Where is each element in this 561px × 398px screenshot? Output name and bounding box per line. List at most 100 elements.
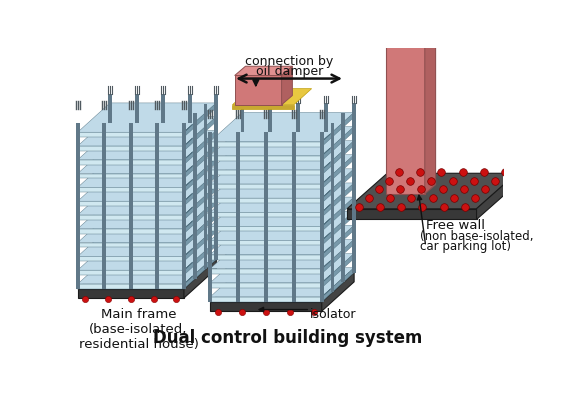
Polygon shape — [184, 117, 217, 151]
Polygon shape — [210, 297, 322, 302]
Polygon shape — [77, 103, 217, 132]
Polygon shape — [241, 103, 245, 133]
Polygon shape — [77, 160, 184, 165]
Polygon shape — [210, 283, 322, 288]
Polygon shape — [210, 269, 322, 274]
Polygon shape — [182, 123, 186, 289]
Text: Free wall: Free wall — [426, 219, 485, 232]
Polygon shape — [232, 105, 294, 109]
Polygon shape — [210, 302, 322, 311]
Polygon shape — [282, 66, 292, 105]
Polygon shape — [77, 289, 184, 298]
Polygon shape — [184, 255, 217, 289]
Polygon shape — [232, 89, 312, 105]
Polygon shape — [322, 169, 354, 203]
Polygon shape — [322, 225, 354, 259]
Polygon shape — [77, 241, 217, 270]
Polygon shape — [264, 133, 268, 302]
Polygon shape — [77, 146, 184, 151]
Polygon shape — [210, 140, 354, 170]
Polygon shape — [322, 211, 354, 246]
Polygon shape — [234, 66, 292, 76]
Polygon shape — [269, 103, 272, 133]
Polygon shape — [214, 94, 218, 259]
Polygon shape — [330, 123, 334, 292]
Polygon shape — [386, 0, 435, 5]
Polygon shape — [77, 132, 184, 137]
Polygon shape — [184, 227, 217, 261]
Polygon shape — [210, 273, 354, 302]
Text: connection by: connection by — [245, 55, 334, 68]
Polygon shape — [210, 240, 354, 269]
Polygon shape — [210, 156, 322, 161]
Polygon shape — [77, 284, 184, 289]
Polygon shape — [210, 170, 322, 175]
Polygon shape — [210, 212, 322, 217]
Polygon shape — [77, 144, 217, 174]
Polygon shape — [234, 76, 282, 105]
Polygon shape — [342, 113, 345, 282]
Polygon shape — [77, 259, 217, 289]
Polygon shape — [296, 103, 300, 133]
Polygon shape — [77, 256, 184, 261]
Polygon shape — [352, 103, 356, 133]
Polygon shape — [77, 270, 184, 275]
Text: Main frame
(base-isolated,
residential house): Main frame (base-isolated, residential h… — [79, 308, 199, 351]
Polygon shape — [77, 186, 217, 215]
Polygon shape — [347, 209, 476, 219]
Polygon shape — [322, 112, 354, 146]
Polygon shape — [210, 226, 322, 231]
Polygon shape — [210, 169, 354, 198]
Polygon shape — [184, 213, 217, 248]
Polygon shape — [210, 155, 354, 184]
Polygon shape — [184, 241, 217, 275]
Polygon shape — [210, 225, 354, 255]
Polygon shape — [77, 255, 217, 284]
Polygon shape — [352, 103, 356, 273]
Polygon shape — [210, 112, 354, 142]
Polygon shape — [322, 273, 354, 311]
Polygon shape — [77, 199, 217, 229]
Polygon shape — [77, 201, 184, 206]
Polygon shape — [76, 123, 80, 289]
Polygon shape — [322, 268, 354, 302]
Polygon shape — [210, 198, 322, 203]
Polygon shape — [322, 254, 354, 288]
Polygon shape — [347, 173, 517, 209]
Polygon shape — [210, 183, 354, 212]
Polygon shape — [210, 142, 322, 146]
Polygon shape — [193, 113, 197, 279]
Text: (non base-isolated,: (non base-isolated, — [420, 230, 533, 243]
Polygon shape — [210, 127, 354, 156]
Polygon shape — [322, 197, 354, 231]
Polygon shape — [77, 187, 184, 192]
Polygon shape — [386, 5, 425, 194]
Polygon shape — [476, 173, 517, 219]
Polygon shape — [214, 94, 218, 259]
Polygon shape — [188, 94, 192, 123]
Polygon shape — [204, 104, 208, 269]
Polygon shape — [184, 158, 217, 192]
Polygon shape — [102, 123, 106, 289]
Polygon shape — [184, 186, 217, 220]
Polygon shape — [77, 227, 217, 256]
Polygon shape — [77, 117, 217, 146]
Polygon shape — [77, 213, 217, 242]
Polygon shape — [210, 255, 322, 259]
Polygon shape — [324, 103, 328, 133]
Polygon shape — [322, 140, 354, 175]
Polygon shape — [208, 133, 212, 302]
Polygon shape — [184, 259, 217, 298]
Polygon shape — [322, 240, 354, 274]
Polygon shape — [214, 94, 218, 123]
Polygon shape — [77, 172, 217, 201]
Polygon shape — [77, 158, 217, 187]
Polygon shape — [322, 183, 354, 217]
Polygon shape — [184, 172, 217, 206]
Polygon shape — [77, 174, 184, 178]
Polygon shape — [184, 103, 217, 137]
Polygon shape — [155, 123, 159, 289]
Polygon shape — [184, 144, 217, 178]
Polygon shape — [292, 133, 296, 302]
Polygon shape — [210, 211, 354, 240]
